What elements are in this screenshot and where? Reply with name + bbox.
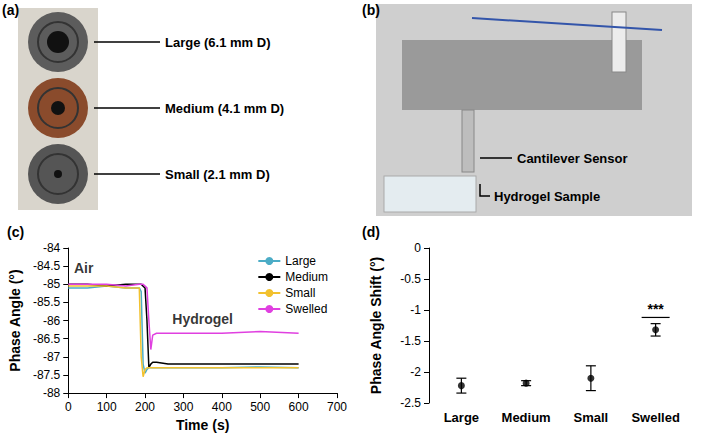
svg-text:Small: Small	[285, 286, 315, 300]
svg-text:Phase Angle (°): Phase Angle (°)	[7, 269, 23, 371]
svg-text:Large: Large	[444, 410, 479, 425]
svg-text:-85: -85	[43, 277, 61, 291]
svg-text:-86.5: -86.5	[33, 332, 61, 346]
svg-text:Large: Large	[285, 254, 316, 268]
svg-text:700: 700	[327, 400, 347, 414]
svg-text:Medium: Medium	[285, 270, 328, 284]
svg-text:(b): (b)	[362, 2, 380, 18]
svg-text:-84: -84	[43, 241, 61, 255]
svg-text:-86: -86	[43, 314, 61, 328]
svg-text:(c): (c)	[7, 224, 24, 240]
svg-text:Air: Air	[74, 260, 94, 276]
svg-text:Cantilever Sensor: Cantilever Sensor	[517, 151, 628, 166]
svg-text:0: 0	[414, 241, 421, 255]
svg-text:Medium: Medium	[502, 410, 551, 425]
svg-text:Small: Small	[574, 410, 609, 425]
svg-text:-87.5: -87.5	[33, 368, 61, 382]
svg-text:-2: -2	[410, 365, 421, 379]
svg-text:Swelled: Swelled	[631, 410, 679, 425]
svg-text:-0.5: -0.5	[400, 272, 421, 286]
svg-text:-85.5: -85.5	[33, 295, 61, 309]
svg-text:0: 0	[65, 400, 72, 414]
svg-text:-87: -87	[43, 350, 61, 364]
svg-text:-2.5: -2.5	[400, 396, 421, 410]
svg-text:300: 300	[173, 400, 193, 414]
svg-text:600: 600	[289, 400, 309, 414]
svg-text:100: 100	[97, 400, 117, 414]
svg-text:(d): (d)	[362, 224, 380, 240]
svg-text:Hydrogel Sample: Hydrogel Sample	[494, 189, 600, 204]
svg-text:400: 400	[212, 400, 232, 414]
svg-text:200: 200	[135, 400, 155, 414]
svg-text:Phase Angle Shift (°): Phase Angle Shift (°)	[368, 257, 384, 394]
svg-text:(a): (a)	[2, 2, 19, 18]
svg-text:Time (s): Time (s)	[176, 417, 229, 433]
svg-text:***: ***	[647, 301, 664, 317]
svg-text:-1.5: -1.5	[400, 334, 421, 348]
svg-text:Medium (4.1 mm D): Medium (4.1 mm D)	[165, 101, 284, 116]
svg-text:-1: -1	[410, 303, 421, 317]
svg-text:Hydrogel: Hydrogel	[172, 311, 233, 327]
svg-text:-88: -88	[43, 386, 61, 400]
svg-text:500: 500	[250, 400, 270, 414]
svg-text:Large (6.1 mm D): Large (6.1 mm D)	[165, 35, 270, 50]
svg-text:Swelled: Swelled	[285, 302, 327, 316]
svg-text:Small (2.1 mm D): Small (2.1 mm D)	[165, 167, 270, 182]
svg-text:-84.5: -84.5	[33, 259, 61, 273]
